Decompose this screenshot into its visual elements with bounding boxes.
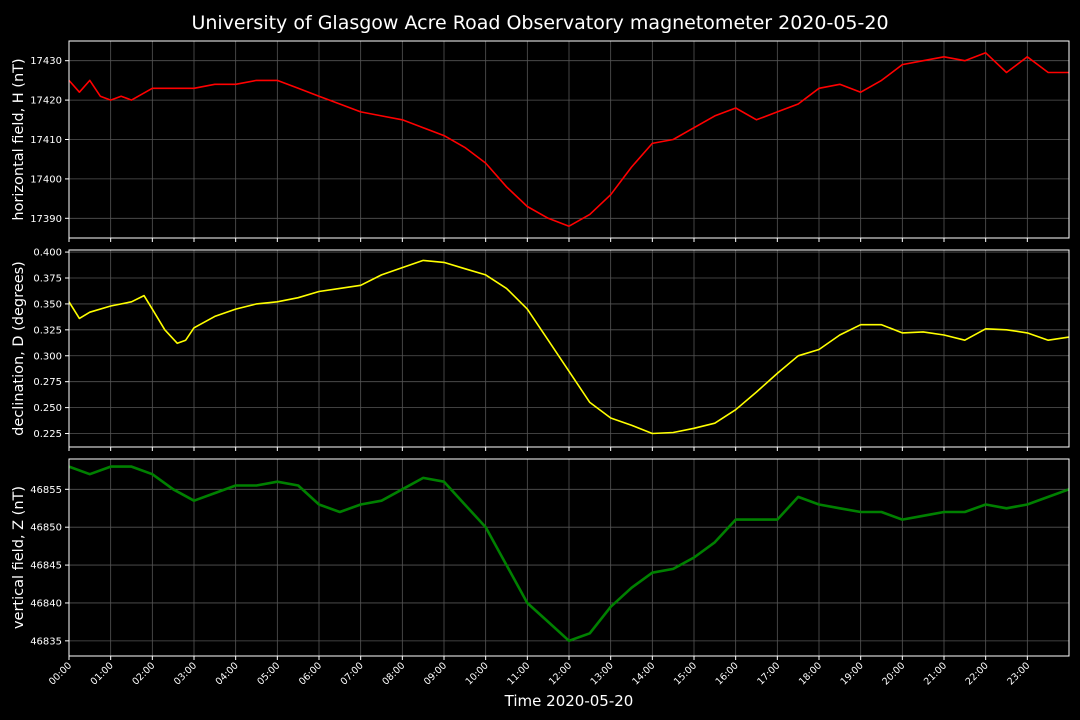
- y-tick-label: 17400: [30, 174, 62, 185]
- y-tick-label: 0.250: [33, 403, 62, 414]
- y-tick-label: 0.375: [33, 273, 62, 284]
- series-line-2: [68, 259, 1070, 435]
- series-line-1: [68, 52, 1069, 227]
- y-tick-label: 0.325: [33, 325, 62, 336]
- y-tick-label: 17420: [30, 96, 62, 107]
- panel-2: 0.225 0.250 0.275 0.300 0.325 0.350 0.375 0.400…: [11, 248, 1070, 451]
- y-tick-label: 0.400: [33, 248, 62, 259]
- y-tick-label: 46845: [30, 561, 62, 572]
- y-tick-label: 0.225: [33, 429, 62, 440]
- y-tick-label: 17390: [30, 214, 62, 225]
- y-tick-label: 46835: [30, 636, 62, 647]
- y-tick-label: 0.300: [33, 351, 62, 362]
- y-tick-label: 17430: [30, 56, 62, 67]
- panel-frame: [68, 249, 1070, 448]
- y-axis-label: horizontal field, H (nT): [11, 58, 27, 220]
- y-tick-label: 46850: [30, 523, 62, 534]
- panel-frame: [68, 458, 1070, 657]
- y-tick-label: 17410: [30, 135, 62, 146]
- y-tick-label: 46855: [30, 485, 62, 496]
- x-axis-label: Time 2020-05-20: [504, 692, 634, 710]
- series-line-3: [68, 465, 1070, 643]
- y-axis-label: declination, D (degrees): [11, 261, 27, 436]
- y-tick-label: 0.275: [33, 377, 62, 388]
- chart-title: University of Glasgow Acre Road Observat…: [191, 12, 888, 34]
- y-tick-label: 0.350: [33, 299, 62, 310]
- y-tick-label: 46840: [30, 598, 62, 609]
- y-axis-label: vertical field, Z (nT): [11, 486, 27, 629]
- panel-frame: [68, 40, 1070, 239]
